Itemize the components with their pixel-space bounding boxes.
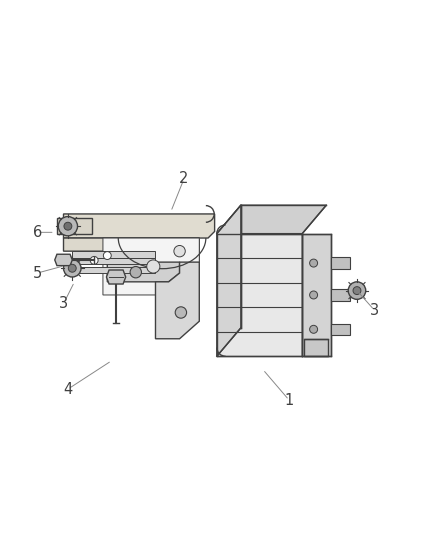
Polygon shape xyxy=(304,339,328,356)
Polygon shape xyxy=(107,262,180,282)
Text: 4: 4 xyxy=(63,382,73,397)
Circle shape xyxy=(310,291,318,299)
Circle shape xyxy=(103,252,111,260)
Polygon shape xyxy=(331,257,350,269)
Polygon shape xyxy=(55,254,72,265)
Polygon shape xyxy=(64,214,215,238)
Polygon shape xyxy=(217,233,302,356)
Polygon shape xyxy=(72,258,155,264)
Polygon shape xyxy=(103,238,199,295)
Text: 2: 2 xyxy=(179,172,189,187)
Text: 5: 5 xyxy=(32,265,42,280)
Circle shape xyxy=(353,287,361,295)
Polygon shape xyxy=(155,262,199,339)
Circle shape xyxy=(64,260,81,277)
Circle shape xyxy=(147,260,160,273)
Polygon shape xyxy=(57,219,92,233)
Polygon shape xyxy=(331,289,350,301)
Polygon shape xyxy=(72,266,155,273)
Polygon shape xyxy=(302,233,331,356)
Text: 6: 6 xyxy=(32,225,42,240)
Polygon shape xyxy=(106,270,126,284)
Circle shape xyxy=(58,216,78,236)
Circle shape xyxy=(68,264,76,272)
Circle shape xyxy=(348,282,366,300)
Circle shape xyxy=(310,325,318,333)
Polygon shape xyxy=(64,238,199,282)
Circle shape xyxy=(64,222,72,231)
Text: 3: 3 xyxy=(59,296,68,311)
Polygon shape xyxy=(217,205,326,233)
Text: 3: 3 xyxy=(370,303,379,318)
Polygon shape xyxy=(331,324,350,335)
Circle shape xyxy=(90,256,98,264)
Circle shape xyxy=(175,307,187,318)
Circle shape xyxy=(130,266,141,278)
Circle shape xyxy=(64,222,72,230)
Text: 1: 1 xyxy=(284,393,294,408)
Polygon shape xyxy=(217,205,241,356)
Circle shape xyxy=(174,246,185,257)
Circle shape xyxy=(310,259,318,267)
Polygon shape xyxy=(72,251,155,258)
